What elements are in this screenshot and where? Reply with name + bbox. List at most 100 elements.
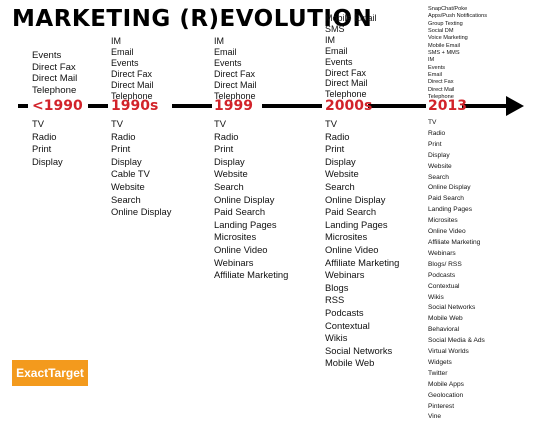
channel-item: Webinars (214, 256, 254, 268)
exacttarget-logo: ExactTarget (12, 360, 88, 386)
era-label: 1990s (111, 98, 159, 114)
diagram-title: MARKETING (R)EVOLUTION (12, 6, 373, 32)
channel-item: Website (214, 168, 248, 180)
channel-item: Wikis (428, 293, 444, 301)
channel-item: Email (111, 46, 134, 57)
channel-item: Social Networks (325, 344, 393, 356)
timeline-segment (262, 104, 322, 108)
channel-item: Radio (428, 129, 446, 137)
era-channels-below: TV Radio Print Display Website Search On… (428, 118, 485, 423)
channel-item: Podcasts (428, 271, 456, 279)
channel-item: Website (325, 168, 359, 180)
channel-item: Webinars (428, 249, 456, 257)
channel-item: Website (428, 162, 452, 170)
channel-item: Paid Search (214, 206, 266, 218)
channel-item: Voice Marketing (428, 35, 468, 42)
channel-item: Radio (32, 130, 57, 142)
channel-item: Radio (325, 130, 350, 142)
channel-item: TV (214, 118, 226, 129)
channel-item: Vine (428, 413, 442, 421)
channel-item: Virtual Worlds (428, 348, 469, 356)
channel-item: Landing Pages (428, 206, 472, 214)
channel-item: Direct Mail (428, 86, 455, 93)
channel-item: Apps/Push Notifications (428, 13, 488, 20)
channel-item: Group Texting (428, 20, 463, 27)
channel-item: Display (214, 155, 245, 167)
era-label: 1999 (214, 98, 253, 114)
era-channels-below: TV Radio Print Display Website Search On… (214, 118, 288, 282)
channel-item: Online Display (325, 193, 386, 205)
channel-item: Display (428, 151, 450, 159)
channel-item: Online Video (325, 243, 379, 255)
channel-item: Events (325, 56, 353, 67)
channel-item: Affiliate Marketing (325, 256, 400, 268)
channel-item: Cable TV (111, 168, 150, 180)
channel-item: Paid Search (325, 206, 377, 218)
channel-item: Twitter (428, 369, 448, 377)
era-channels-below: TV Radio Print Display Cable TV Website … (111, 118, 171, 219)
channel-item: Social Media & Ads (428, 337, 485, 345)
era-label: 2000s (325, 98, 373, 114)
channel-item: Mobile Email (325, 13, 377, 23)
channel-item: Telephone (111, 90, 153, 101)
channel-item: Podcasts (325, 306, 364, 318)
channel-item: Webinars (325, 269, 365, 281)
era-channels-above: SnapChat/Poke Apps/Push Notifications Gr… (428, 6, 487, 101)
channel-item: RSS (325, 294, 345, 306)
channel-item: Telephone (325, 89, 367, 100)
channel-item: Contextual (428, 282, 460, 290)
channel-item: Blogs (325, 281, 349, 293)
channel-item: Affiliate Marketing (214, 269, 289, 281)
era-channels-below: TV Radio Print Display (32, 118, 63, 168)
channel-item: Direct Fax (32, 61, 76, 73)
channel-item: Affiliate Marketing (428, 238, 481, 246)
channel-item: Direct Mail (32, 73, 78, 85)
channel-item: Online Video (214, 243, 268, 255)
channel-item: Landing Pages (214, 218, 277, 230)
channel-item: Microsites (214, 231, 257, 243)
channel-item: Social Networks (428, 304, 476, 312)
channel-item: Direct Mail (325, 78, 368, 89)
channel-item: Direct Fax (428, 79, 454, 86)
era-channels-above: Mobile Email SMS IM Email Events Direct … (325, 13, 377, 100)
channel-item: Email (325, 45, 348, 56)
timeline-segment (368, 104, 426, 108)
channel-item: Behavioral (428, 326, 460, 334)
channel-item: TV (32, 118, 44, 129)
channel-item: Direct Fax (111, 68, 153, 79)
channel-item: Search (325, 180, 355, 192)
channel-item: TV (325, 118, 337, 129)
channel-item: Print (214, 143, 234, 155)
channel-item: Microsites (428, 217, 458, 225)
channel-item: Mobile Web (325, 357, 375, 369)
channel-item: Print (111, 143, 131, 155)
channel-item: SMS + MMS (428, 50, 460, 57)
channel-item: Microsites (325, 231, 368, 243)
timeline-arrow-icon (506, 96, 524, 116)
channel-item: Social DM (428, 28, 454, 35)
channel-item: Display (111, 155, 142, 167)
channel-item: IM (325, 34, 335, 45)
channel-item: Print (32, 143, 52, 155)
channel-item: Radio (214, 130, 239, 142)
channel-item: Search (111, 193, 141, 205)
channel-item: Direct Fax (325, 67, 367, 78)
channel-item: Radio (111, 130, 136, 142)
channel-item: Online Display (428, 184, 471, 192)
channel-item: SnapChat/Poke (428, 6, 468, 12)
era-channels-below: TV Radio Print Display Website Search On… (325, 118, 399, 370)
channel-item: Events (428, 64, 446, 71)
channel-item: Search (214, 180, 244, 192)
channel-item: Contextual (325, 319, 370, 331)
channel-item: Online Display (111, 206, 172, 218)
channel-item: Telephone (214, 90, 256, 101)
channel-item: Blogs/ RSS (428, 260, 462, 268)
channel-item: Geolocation (428, 391, 464, 399)
channel-item: Events (111, 57, 139, 68)
channel-item: Print (325, 143, 345, 155)
channel-item: Landing Pages (325, 218, 388, 230)
timeline-segment (88, 104, 108, 108)
channel-item: Display (32, 155, 63, 167)
channel-item: SMS (325, 23, 345, 34)
channel-item: Online Video (428, 228, 466, 236)
